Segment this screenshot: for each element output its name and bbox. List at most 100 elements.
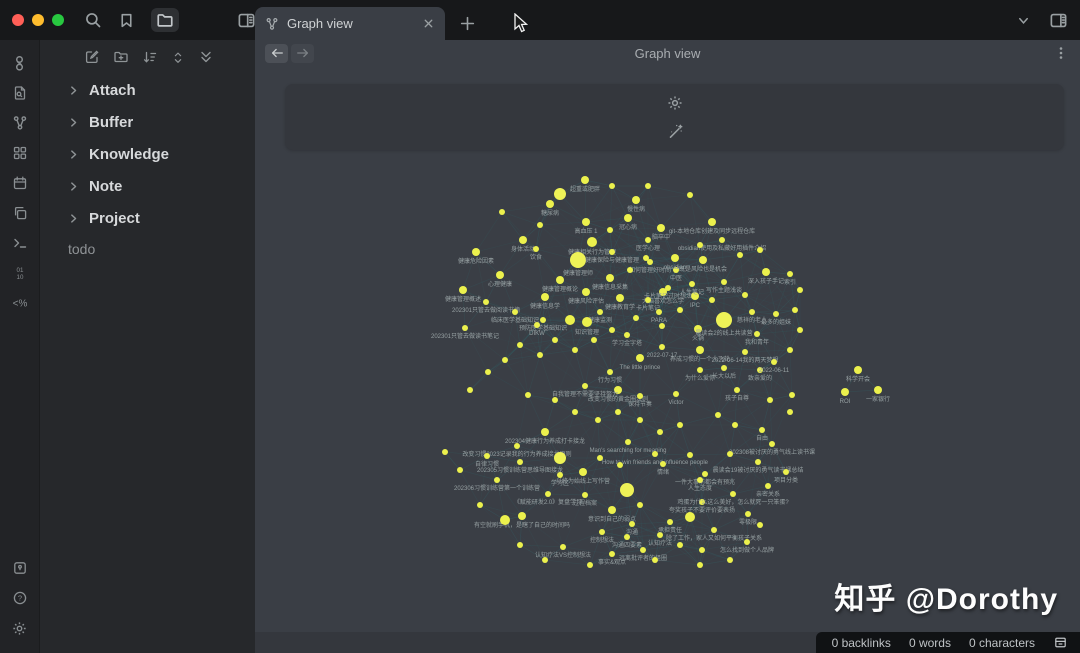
graph-node[interactable] bbox=[702, 471, 708, 477]
graph-node[interactable] bbox=[773, 311, 779, 317]
graph-node[interactable] bbox=[755, 459, 761, 465]
graph-node[interactable] bbox=[541, 293, 549, 301]
graph-settings-gear-icon[interactable] bbox=[666, 94, 684, 112]
graph-node[interactable] bbox=[608, 506, 616, 514]
graph-node[interactable] bbox=[546, 200, 554, 208]
help-icon[interactable]: ? bbox=[12, 583, 28, 613]
search-icon[interactable] bbox=[84, 11, 102, 29]
graph-node[interactable] bbox=[629, 521, 635, 527]
graph-node[interactable] bbox=[572, 347, 578, 353]
grid-icon[interactable] bbox=[12, 138, 28, 168]
graph-node[interactable] bbox=[565, 315, 575, 325]
graph-node[interactable] bbox=[459, 286, 467, 294]
graph-node[interactable] bbox=[627, 267, 633, 273]
graph-node[interactable] bbox=[667, 519, 673, 525]
graph-node[interactable] bbox=[607, 369, 613, 375]
graph-node[interactable] bbox=[643, 255, 649, 261]
graph-node[interactable] bbox=[647, 259, 653, 265]
graph-node[interactable] bbox=[699, 256, 707, 264]
graph-node[interactable] bbox=[624, 332, 630, 338]
panel-right-icon[interactable] bbox=[1049, 11, 1068, 30]
bookmark-icon[interactable] bbox=[118, 12, 135, 29]
graph-node[interactable] bbox=[727, 451, 733, 457]
graph-node[interactable] bbox=[624, 214, 632, 222]
graph-node[interactable] bbox=[519, 236, 527, 244]
graph-node[interactable] bbox=[552, 397, 558, 403]
graph-node[interactable] bbox=[734, 387, 740, 393]
graph-node[interactable] bbox=[757, 522, 763, 528]
graph-node[interactable] bbox=[657, 224, 665, 232]
graph-node[interactable] bbox=[677, 542, 683, 548]
graph-node[interactable] bbox=[841, 388, 849, 396]
graph-node[interactable] bbox=[552, 337, 558, 343]
graph-node[interactable] bbox=[696, 346, 704, 354]
graph-node[interactable] bbox=[616, 294, 624, 302]
graph-node[interactable] bbox=[542, 557, 548, 563]
graph-node[interactable] bbox=[787, 271, 793, 277]
graph-node[interactable] bbox=[537, 222, 543, 228]
graph-node[interactable] bbox=[660, 461, 666, 467]
graph-node[interactable] bbox=[732, 422, 738, 428]
graph-node[interactable] bbox=[518, 512, 526, 520]
graph-node[interactable] bbox=[754, 331, 760, 337]
graph-node[interactable] bbox=[787, 409, 793, 415]
graph-node[interactable] bbox=[787, 347, 793, 353]
graph-node[interactable] bbox=[582, 288, 590, 296]
sidebar-folder-project[interactable]: Project bbox=[40, 202, 255, 234]
graph-node[interactable] bbox=[615, 409, 621, 415]
graph-node[interactable] bbox=[581, 176, 589, 184]
graph-node[interactable] bbox=[715, 412, 721, 418]
graph-node[interactable] bbox=[496, 271, 504, 279]
graph-node[interactable] bbox=[657, 429, 663, 435]
graph-node[interactable] bbox=[659, 288, 667, 296]
graph-node[interactable] bbox=[665, 285, 671, 291]
graph-node[interactable] bbox=[742, 292, 748, 298]
graph-node[interactable] bbox=[483, 299, 489, 305]
graph-node[interactable] bbox=[554, 452, 566, 464]
graph-node[interactable] bbox=[694, 325, 702, 333]
graph-node[interactable] bbox=[500, 515, 510, 525]
graph-node[interactable] bbox=[570, 252, 586, 268]
graph-node[interactable] bbox=[719, 237, 725, 243]
graph-node[interactable] bbox=[697, 242, 703, 248]
graph-node[interactable] bbox=[656, 309, 662, 315]
graph-node[interactable] bbox=[494, 477, 500, 483]
graph-node[interactable] bbox=[797, 327, 803, 333]
graph-node[interactable] bbox=[609, 249, 615, 255]
graph-node[interactable] bbox=[783, 469, 789, 475]
graph-node[interactable] bbox=[645, 237, 651, 243]
graph-node[interactable] bbox=[637, 393, 643, 399]
graph-node[interactable] bbox=[657, 532, 663, 538]
graph-node[interactable] bbox=[537, 352, 543, 358]
panel-left-icon[interactable] bbox=[237, 11, 256, 30]
graph-node[interactable] bbox=[673, 391, 679, 397]
graph-node[interactable] bbox=[689, 281, 695, 287]
tray-icon[interactable] bbox=[1053, 635, 1068, 650]
graph-node[interactable] bbox=[687, 192, 693, 198]
file-search-icon[interactable] bbox=[12, 78, 28, 108]
graph-node[interactable] bbox=[582, 317, 592, 327]
graph-node[interactable] bbox=[745, 511, 751, 517]
graph-node[interactable] bbox=[591, 337, 597, 343]
wand-icon[interactable] bbox=[666, 122, 684, 140]
graph-node[interactable] bbox=[485, 369, 491, 375]
graph-node[interactable] bbox=[595, 417, 601, 423]
graph-node[interactable] bbox=[560, 544, 566, 550]
sidebar-folder-note[interactable]: Note bbox=[40, 170, 255, 202]
graph-node[interactable] bbox=[632, 196, 640, 204]
graph-node[interactable] bbox=[797, 287, 803, 293]
graph-node[interactable] bbox=[671, 254, 679, 262]
graph-node[interactable] bbox=[759, 427, 765, 433]
graph-node[interactable] bbox=[727, 557, 733, 563]
vault-icon[interactable] bbox=[12, 553, 28, 583]
graph-node[interactable] bbox=[659, 323, 665, 329]
graph-node[interactable] bbox=[765, 483, 771, 489]
graph-node[interactable] bbox=[582, 383, 588, 389]
collapse-all-icon[interactable] bbox=[198, 49, 214, 65]
graph-node[interactable] bbox=[609, 183, 615, 189]
zoom-window-button[interactable] bbox=[52, 14, 64, 26]
graph-node[interactable] bbox=[587, 237, 597, 247]
graph-node[interactable] bbox=[620, 483, 634, 497]
graph-node[interactable] bbox=[556, 276, 564, 284]
graph-node[interactable] bbox=[737, 252, 743, 258]
